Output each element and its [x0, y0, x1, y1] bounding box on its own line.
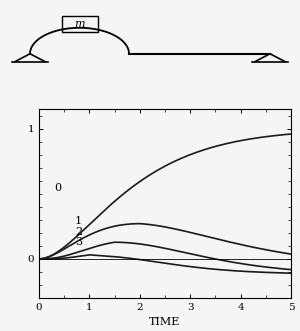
- Text: m: m: [74, 19, 85, 29]
- Text: 0: 0: [54, 183, 61, 193]
- X-axis label: TIME: TIME: [149, 317, 181, 327]
- FancyBboxPatch shape: [61, 16, 98, 32]
- Text: 2: 2: [75, 227, 82, 237]
- Text: 1: 1: [74, 216, 81, 226]
- Text: 3: 3: [75, 237, 82, 247]
